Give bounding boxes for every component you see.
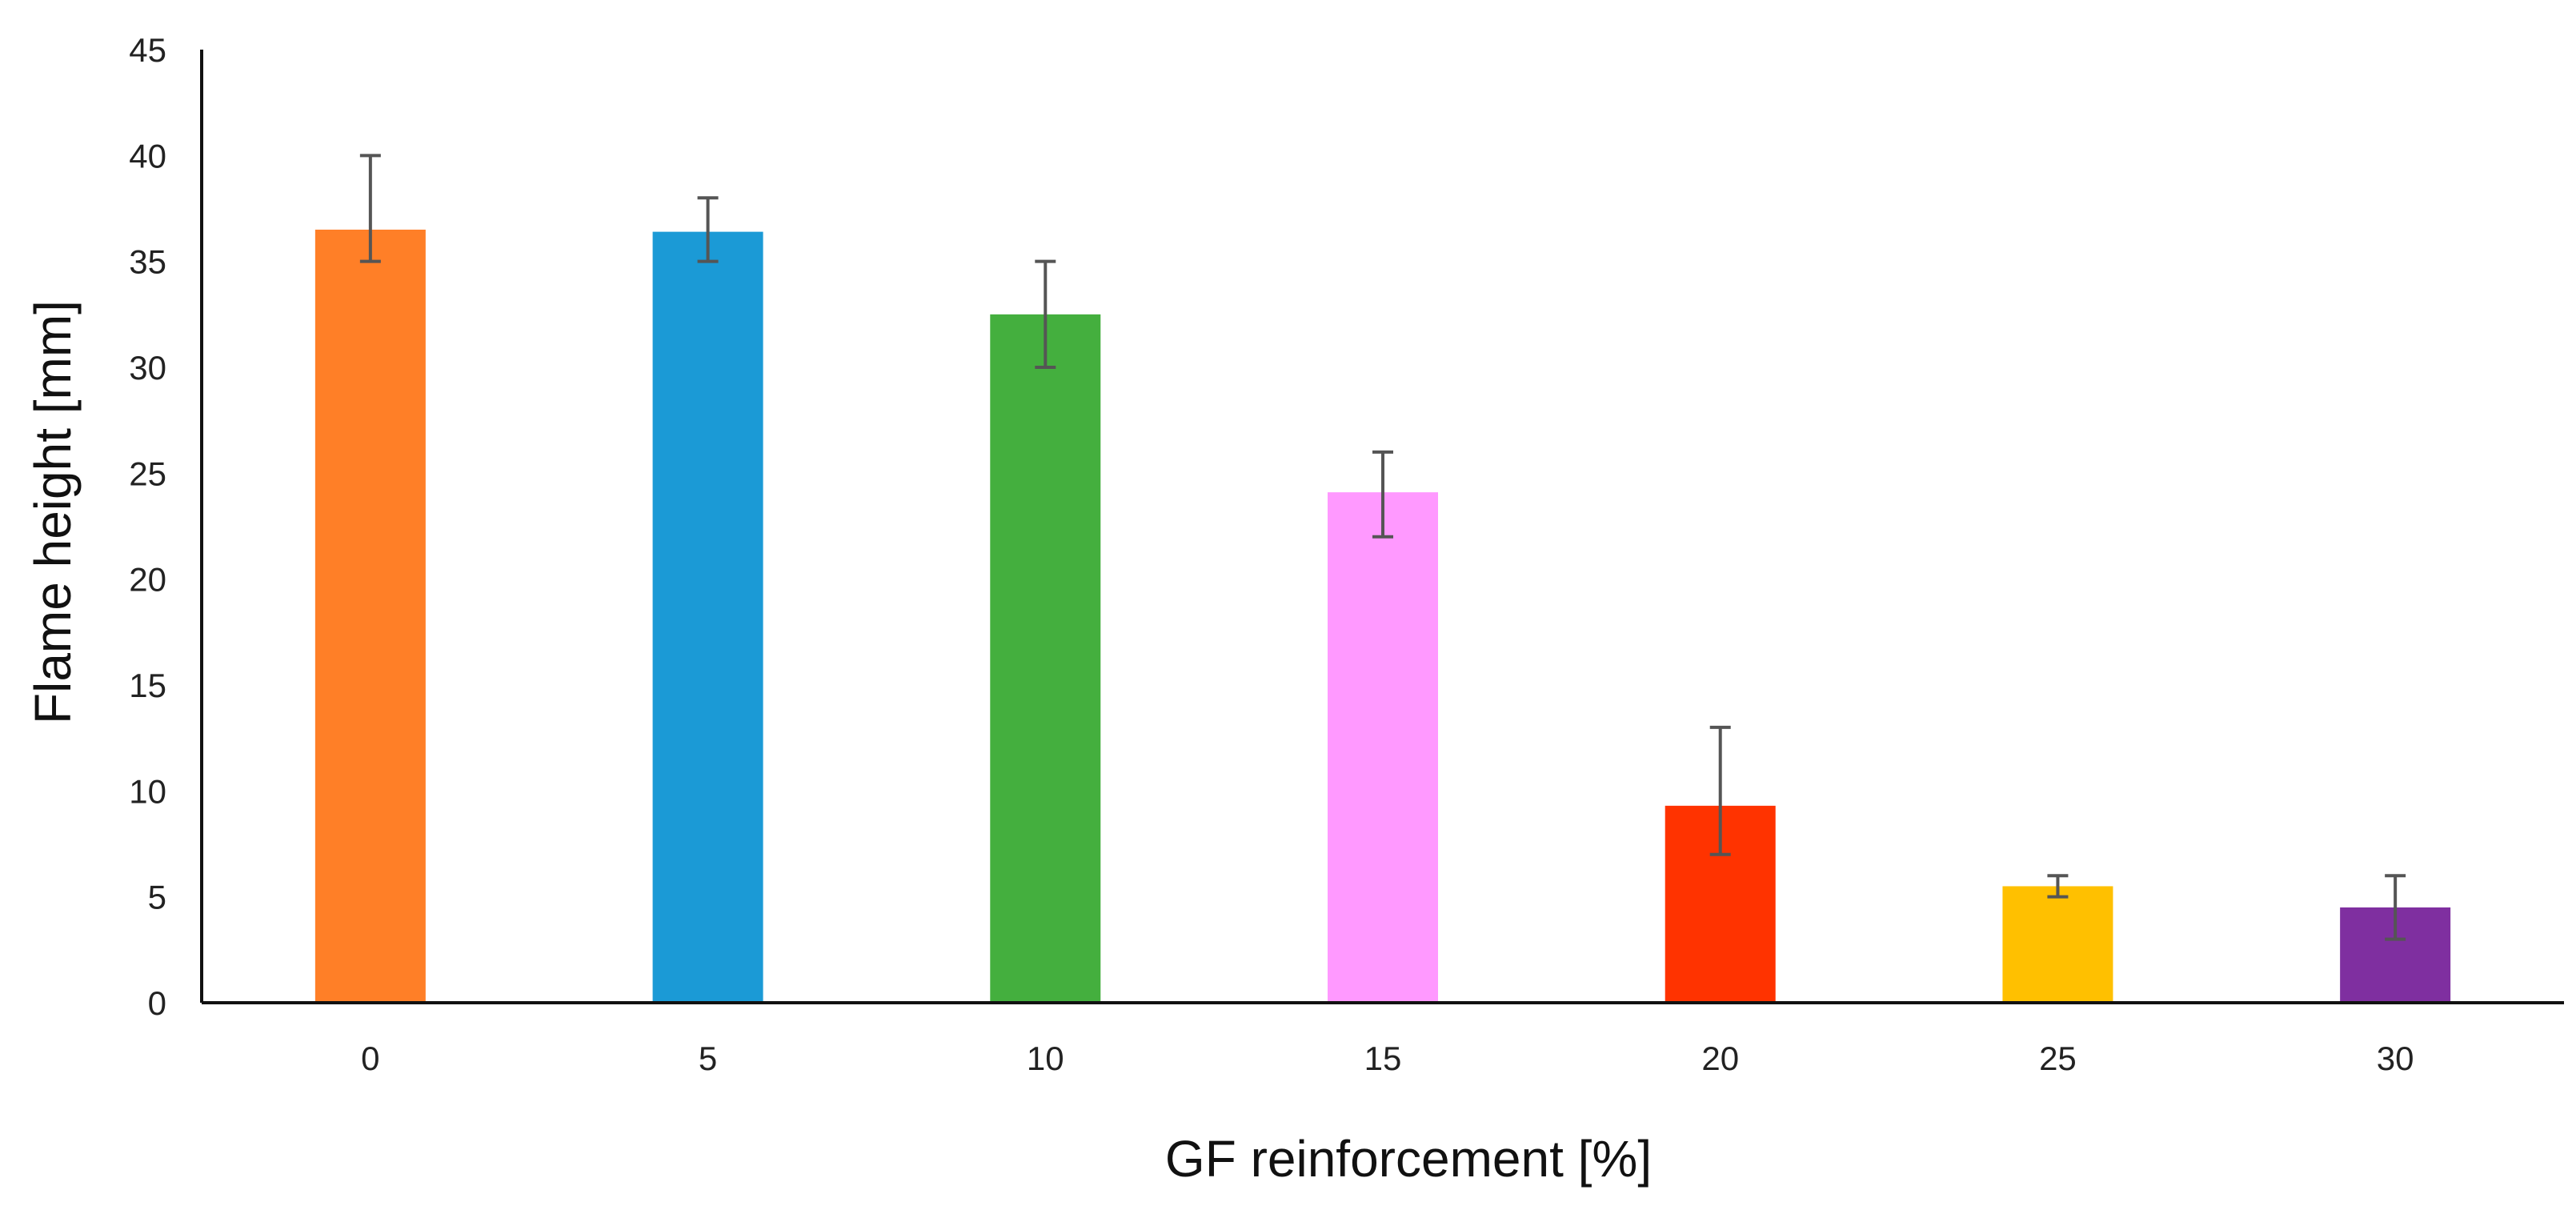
y-tick-label: 20 [129, 561, 166, 599]
y-tick-label: 45 [129, 31, 166, 69]
error-bar-15 [1372, 450, 1393, 539]
x-tick-label: 25 [2039, 1040, 2077, 1077]
x-tick-label: 10 [1027, 1040, 1064, 1077]
y-tick-label: 5 [148, 879, 166, 916]
error-bar-20 [1709, 725, 1731, 856]
y-tick-label: 10 [129, 772, 166, 810]
bar-25 [2002, 886, 2113, 1003]
y-tick-label: 40 [129, 137, 166, 174]
bar-15 [1328, 492, 1438, 1003]
y-tick-label: 35 [129, 243, 166, 281]
y-tick-label: 15 [129, 667, 166, 704]
error-bars [359, 154, 2406, 941]
y-tick-labels: 0 5 10 15 20 25 30 35 40 45 [129, 31, 166, 1022]
bars [314, 229, 2451, 1003]
error-bar-10 [1035, 259, 1056, 369]
error-bar-25 [2047, 874, 2069, 899]
x-tick-label: 0 [361, 1040, 379, 1077]
error-bar-0 [359, 154, 381, 263]
y-tick-label: 30 [129, 349, 166, 387]
bar-5 [652, 231, 763, 1003]
x-tick-label: 5 [699, 1040, 717, 1077]
x-tick-label: 15 [1364, 1040, 1402, 1077]
x-axis-title: GF reinforcement [%] [1165, 1130, 1652, 1188]
x-tick-label: 20 [1701, 1040, 1739, 1077]
y-tick-label: 0 [148, 984, 166, 1022]
error-bar-5 [697, 196, 719, 263]
bar-10 [990, 314, 1101, 1003]
x-tick-labels: 0 5 10 15 20 25 30 [361, 1040, 2414, 1077]
x-tick-label: 30 [2377, 1040, 2414, 1077]
error-bar-30 [2385, 874, 2406, 941]
y-axis-title: Flame height [mm] [24, 300, 82, 724]
y-tick-label: 25 [129, 455, 166, 492]
bar-0 [314, 229, 426, 1003]
